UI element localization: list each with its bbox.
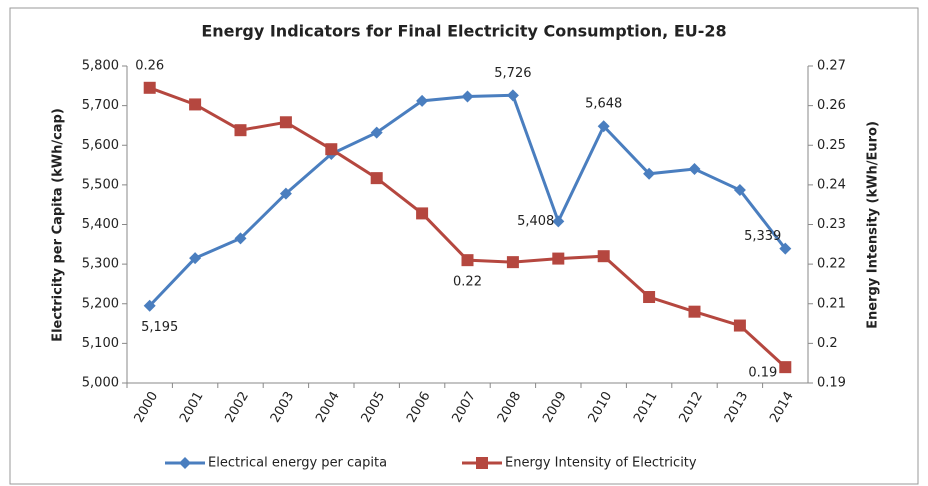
x-tick-label: 2006 <box>404 389 434 425</box>
data-label: 0.19 <box>748 366 777 381</box>
marker <box>325 143 338 156</box>
marker <box>279 116 292 129</box>
marker <box>461 254 474 267</box>
y2-tick-label: 0.22 <box>817 257 846 272</box>
marker <box>461 90 474 103</box>
legend-label: Energy Intensity of Electricity <box>505 456 697 471</box>
x-tick-label: 2013 <box>722 389 752 425</box>
marker <box>688 305 701 318</box>
x-tick-label: 2014 <box>767 389 797 425</box>
marker <box>597 250 610 263</box>
y2-tick-label: 0.26 <box>817 98 846 113</box>
x-tick-label: 2011 <box>631 389 661 425</box>
y2-tick-label: 0.2 <box>817 336 838 351</box>
x-tick-label: 2004 <box>313 389 343 425</box>
marker <box>416 94 429 107</box>
chart-frame <box>9 7 919 485</box>
marker <box>688 163 701 176</box>
marker <box>234 232 247 245</box>
data-label: 0.22 <box>453 275 482 290</box>
marker <box>733 319 746 332</box>
marker <box>416 207 429 220</box>
y-tick-label: 5,800 <box>82 59 119 74</box>
y2-tick-label: 0.23 <box>817 217 846 232</box>
x-tick-label: 2001 <box>177 389 207 425</box>
legend-label: Electrical energy per capita <box>208 456 387 471</box>
marker <box>370 126 383 139</box>
marker <box>189 252 202 265</box>
marker <box>506 89 519 102</box>
marker <box>143 81 156 94</box>
chart-title: Energy Indicators for Final Electricity … <box>201 22 726 41</box>
x-tick-label: 2002 <box>222 389 252 425</box>
y-tick-label: 5,300 <box>82 257 119 272</box>
y-axis-title: Electricity per Capita (kWh/cap) <box>51 108 66 342</box>
x-tick-label: 2009 <box>540 389 570 425</box>
marker <box>643 167 656 180</box>
marker <box>552 215 565 228</box>
y2-tick-label: 0.21 <box>817 296 846 311</box>
x-tick-label: 2012 <box>676 389 706 425</box>
y-tick-label: 5,700 <box>82 98 119 113</box>
marker <box>234 124 247 137</box>
x-tick-label: 2005 <box>359 389 389 425</box>
data-label: 5,408 <box>517 214 554 229</box>
y-tick-label: 5,200 <box>82 296 119 311</box>
data-label: 5,648 <box>585 97 622 112</box>
y2-tick-label: 0.19 <box>817 376 846 391</box>
marker <box>643 291 656 304</box>
data-label: 5,726 <box>494 66 531 81</box>
x-tick-label: 2010 <box>586 389 616 425</box>
x-tick-label: 2003 <box>268 389 298 425</box>
legend-marker <box>476 457 488 469</box>
y2-tick-label: 0.25 <box>817 138 846 153</box>
marker <box>370 172 383 185</box>
y-tick-label: 5,500 <box>82 177 119 192</box>
marker <box>279 187 292 200</box>
legend-marker <box>179 457 191 469</box>
marker <box>189 98 202 111</box>
y2-tick-label: 0.27 <box>817 59 846 74</box>
marker <box>733 184 746 197</box>
y-tick-label: 5,000 <box>82 376 119 391</box>
data-label: 0.26 <box>135 58 164 73</box>
x-tick-label: 2007 <box>449 389 479 425</box>
marker <box>143 299 156 312</box>
y2-tick-label: 0.24 <box>817 177 846 192</box>
data-label: 5,339 <box>744 229 781 244</box>
marker <box>779 361 792 374</box>
data-label: 5,195 <box>141 320 178 335</box>
marker <box>597 120 610 133</box>
marker <box>552 252 565 265</box>
marker <box>506 256 519 269</box>
y-tick-label: 5,600 <box>82 138 119 153</box>
marker <box>779 242 792 255</box>
x-tick-label: 2000 <box>132 389 162 425</box>
y-tick-label: 5,100 <box>82 336 119 351</box>
y-tick-label: 5,400 <box>82 217 119 232</box>
x-tick-label: 2008 <box>495 389 525 425</box>
y2-axis-title: Energy Intensity (kWh/Euro) <box>866 121 881 329</box>
